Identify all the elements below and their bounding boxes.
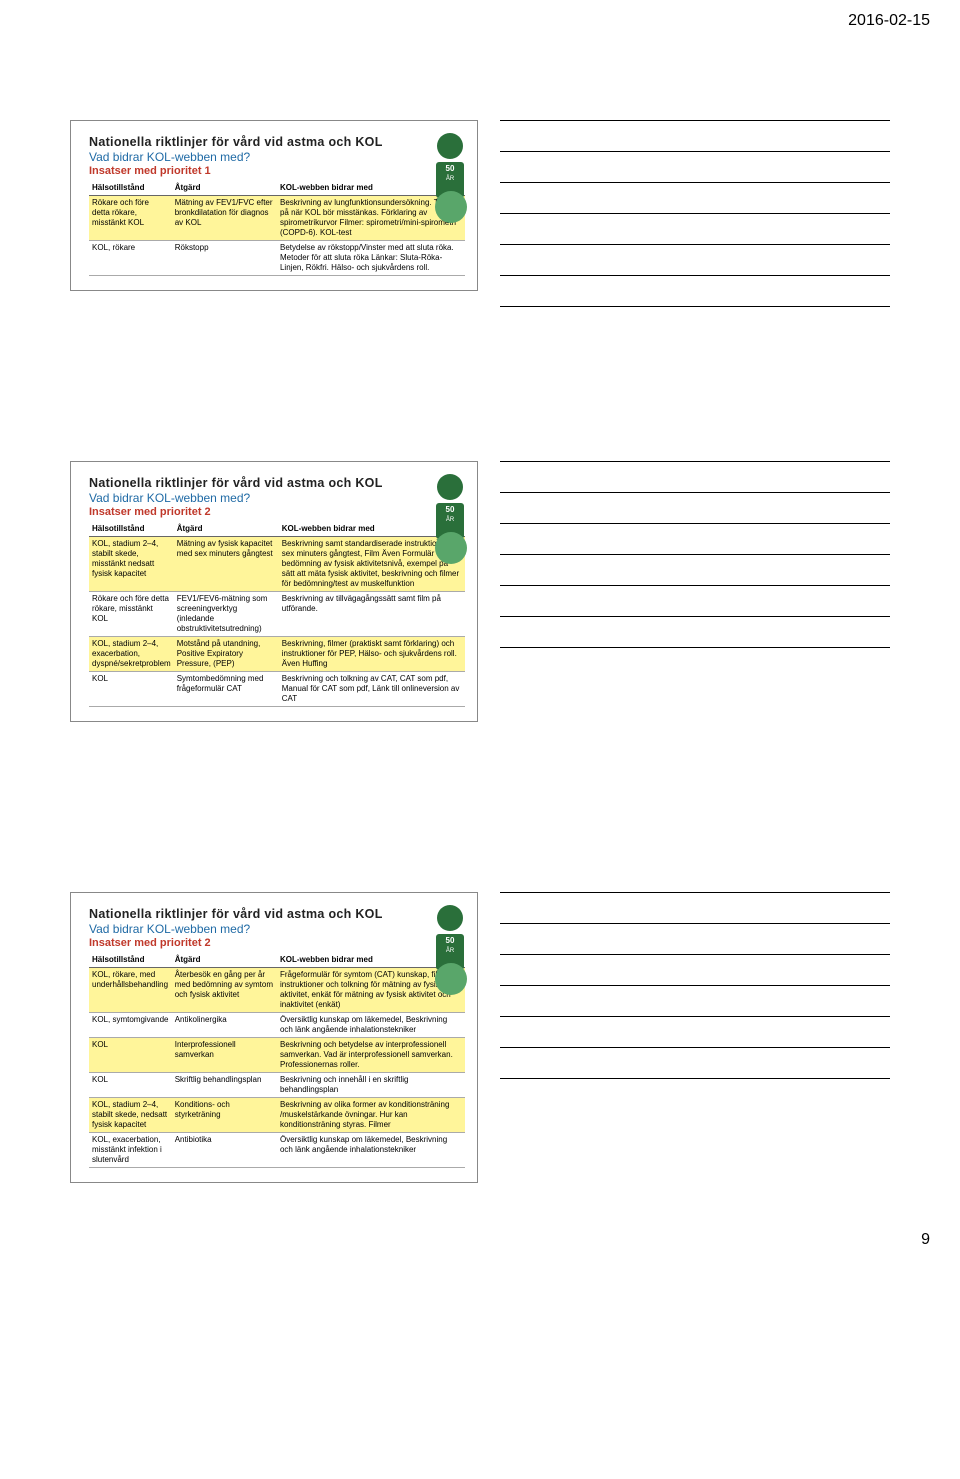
table-cell: KOL, exacerbation, misstänkt infektion i… [89,1133,172,1168]
note-line [500,120,890,121]
table-cell: KOL, stadium 2–4, stabilt skede, nedsatt… [89,1098,172,1133]
table-row: KOL, stadium 2–4, stabilt skede, nedsatt… [89,1098,465,1133]
slide-insatser: Insatser med prioritet 2 [89,937,465,949]
note-line [500,954,890,955]
table-row: KOLSkriftlig behandlingsplanBeskrivning … [89,1073,465,1098]
table-cell: Beskrivning, filmer (praktiskt samt förk… [279,637,465,672]
anniversary-badge: 50ÅR [433,474,467,539]
table-cell: Betydelse av rökstopp/Vinster med att sl… [277,241,465,276]
table-cell: Mätning av FEV1/FVC efter bronkdilatatio… [172,196,277,241]
table-row: Rökare och före detta rökare, misstänkt … [89,196,465,241]
slide-title: Nationella riktlinjer för vård vid astma… [89,135,465,149]
note-line [500,461,890,462]
side-logo-icon [435,532,467,564]
table-row: KOL, rökare, med underhållsbehandlingÅte… [89,968,465,1013]
note-line [500,1047,890,1048]
slide-title: Nationella riktlinjer för vård vid astma… [89,476,465,490]
table-cell: Beskrivning och innehåll i en skriftlig … [277,1073,465,1098]
table-cell: Översiktlig kunskap om läkemedel, Beskri… [277,1013,465,1038]
slide-subtitle: Vad bidrar KOL-webben med? [89,150,465,164]
side-logo-icon [435,963,467,995]
note-line [500,923,890,924]
note-line [500,1016,890,1017]
side-logo-icon [435,191,467,223]
table-cell: Motstånd på utandning, Positive Expirato… [174,637,279,672]
table-row: KOLInterprofessionell samverkanBeskrivni… [89,1038,465,1073]
table-cell: Symtombedömning med frågeformulär CAT [174,672,279,707]
table-cell: KOL [89,672,174,707]
table-cell: Beskrivning av olika former av kondition… [277,1098,465,1133]
note-line [500,213,890,214]
notes-block [500,461,890,678]
slides-column: 50ÅRNationella riktlinjer för vård vid a… [70,120,480,1353]
table-cell: Översiktlig kunskap om läkemedel, Beskri… [277,1133,465,1168]
table-row: Rökare och före detta rökare, misstänkt … [89,592,465,637]
note-line [500,275,890,276]
note-line [500,492,890,493]
note-line [500,244,890,245]
col-header: Åtgärd [172,181,277,196]
table-cell: Rökare och före detta rökare, misstänkt … [89,196,172,241]
note-line [500,523,890,524]
col-header: Hälsotillstånd [89,181,172,196]
table-cell: Beskrivning och tolkning av CAT, CAT som… [279,672,465,707]
slide-subtitle: Vad bidrar KOL-webben med? [89,922,465,936]
note-line [500,554,890,555]
note-line [500,182,890,183]
table-cell: Konditions- och styrketräning [172,1098,277,1133]
table-cell: KOL, stadium 2–4, exacerbation, dyspné/s… [89,637,174,672]
note-line [500,616,890,617]
table-cell: Interprofessionell samverkan [172,1038,277,1073]
slide-1: 50ÅRNationella riktlinjer för vård vid a… [70,120,478,291]
slide-subtitle: Vad bidrar KOL-webben med? [89,491,465,505]
date-stamp: 2016-02-15 [848,12,930,30]
table-row: KOL, rökareRökstoppBetydelse av rökstopp… [89,241,465,276]
table-row: KOL, stadium 2–4, stabilt skede, misstän… [89,537,465,592]
table-cell: KOL [89,1073,172,1098]
table-cell: Mätning av fysisk kapacitet med sex minu… [174,537,279,592]
table-cell: Skriftlig behandlingsplan [172,1073,277,1098]
col-header: Hälsotillstånd [89,522,174,537]
table-row: KOL, stadium 2–4, exacerbation, dyspné/s… [89,637,465,672]
table-cell: Rökstopp [172,241,277,276]
table-row: KOL, symtomgivandeAntikolinergikaÖversik… [89,1013,465,1038]
table-cell: Beskrivning av tillvägagångssätt samt fi… [279,592,465,637]
slide-3: 50ÅRNationella riktlinjer för vård vid a… [70,892,478,1183]
col-header: Åtgärd [172,953,277,968]
col-header: Åtgärd [174,522,279,537]
table-cell: Rökare och före detta rökare, misstänkt … [89,592,174,637]
note-line [500,892,890,893]
table-cell: Beskrivning och betydelse av interprofes… [277,1038,465,1073]
table-cell: KOL [89,1038,172,1073]
slide-2: 50ÅRNationella riktlinjer för vård vid a… [70,461,478,722]
table-cell: KOL, symtomgivande [89,1013,172,1038]
anniversary-badge: 50ÅR [433,905,467,970]
notes-block [500,892,890,1109]
table-cell: Återbesök en gång per år med bedömning a… [172,968,277,1013]
note-line [500,1078,890,1079]
note-line [500,985,890,986]
note-line [500,151,890,152]
table-cell: KOL, rökare [89,241,172,276]
table-cell: FEV1/FEV6-mätning som screeningverktyg (… [174,592,279,637]
col-header: Hälsotillstånd [89,953,172,968]
note-line [500,306,890,307]
slide-title: Nationella riktlinjer för vård vid astma… [89,907,465,921]
priority-table: HälsotillståndÅtgärdKOL-webben bidrar me… [89,522,465,707]
slide-insatser: Insatser med prioritet 2 [89,506,465,518]
slide-insatser: Insatser med prioritet 1 [89,165,465,177]
table-cell: KOL, rökare, med underhållsbehandling [89,968,172,1013]
priority-table: HälsotillståndÅtgärdKOL-webben bidrar me… [89,953,465,1168]
anniversary-badge: 50ÅR [433,133,467,198]
note-line [500,647,890,648]
notes-block [500,120,890,337]
table-cell: KOL, stadium 2–4, stabilt skede, misstän… [89,537,174,592]
table-cell: Antibiotika [172,1133,277,1168]
table-cell: Antikolinergika [172,1013,277,1038]
table-row: KOL, exacerbation, misstänkt infektion i… [89,1133,465,1168]
priority-table: HälsotillståndÅtgärdKOL-webben bidrar me… [89,181,465,276]
page-number: 9 [921,1231,930,1249]
note-line [500,585,890,586]
table-row: KOLSymtombedömning med frågeformulär CAT… [89,672,465,707]
